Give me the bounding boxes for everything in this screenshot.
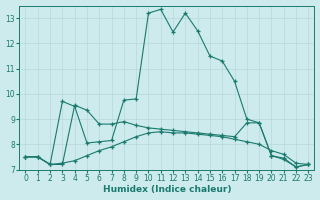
X-axis label: Humidex (Indice chaleur): Humidex (Indice chaleur) [103, 185, 231, 194]
